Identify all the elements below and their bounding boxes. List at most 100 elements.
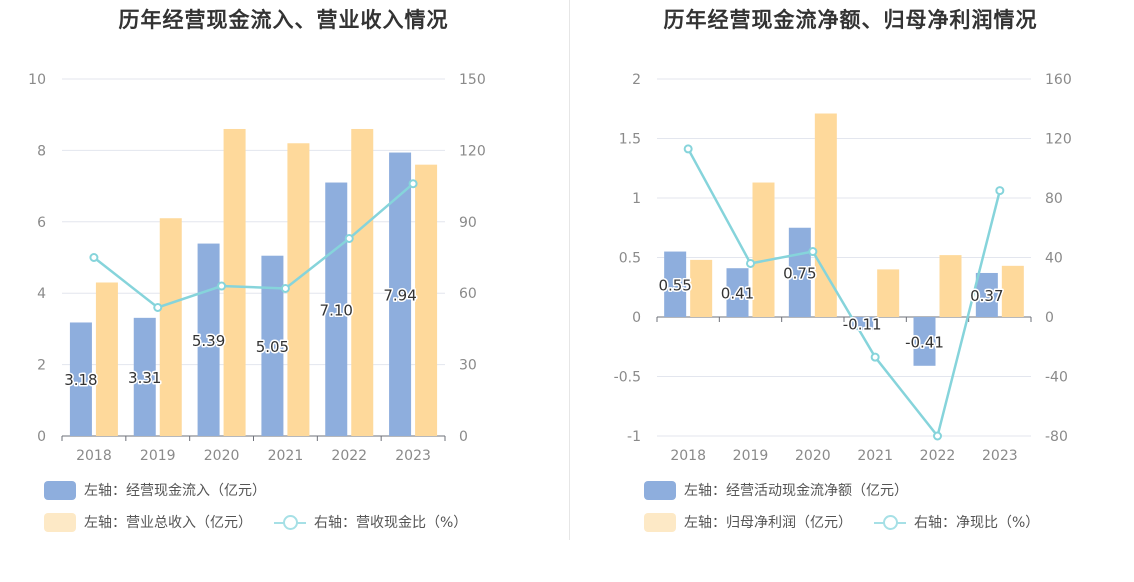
x-tick-label: 2023 [395, 448, 431, 464]
legend-swatch [44, 480, 76, 500]
chart-title: 历年经营现金流净额、归母净利润情况 [663, 8, 1038, 32]
bar-series-2-2023 [415, 164, 438, 436]
x-tick-label: 2023 [982, 448, 1018, 464]
y-right-tick-label: 80 [1045, 191, 1063, 207]
bar-series-2-2019 [752, 182, 775, 317]
legend-swatch [644, 480, 676, 500]
line-point-2019 [153, 302, 163, 312]
legend-row-2: 左轴：营业总收入（亿元） 右轴：营收现金比（%） [44, 512, 489, 532]
data-label-2020: 5.39 [192, 332, 225, 350]
legend-item-cash-inflow[interactable]: 左轴：经营现金流入（亿元） [44, 480, 266, 500]
line-point-2020 [808, 247, 818, 257]
bar-series-2-2019 [159, 218, 182, 436]
data-label-2022: -0.41 [905, 333, 944, 351]
data-label-2021: 5.05 [256, 338, 289, 356]
chart-plot: -1 -0.5 0 0.5 1 1.5 2 -80 -40 0 40 80 120 160 2018 2019… [614, 72, 1072, 464]
line-point-2018 [89, 253, 99, 262]
legend-item-net-operating-cashflow[interactable]: 左轴：经营活动现金流净额（亿元） [644, 480, 908, 500]
bar-series-2-2021 [287, 143, 310, 436]
bar-series-2-2022 [939, 255, 962, 317]
y-right-tick-label: 90 [459, 215, 477, 231]
bar-series-1-2020 [788, 227, 811, 317]
x-tick-label: 2019 [140, 448, 176, 464]
y-left-tick-label: 4 [37, 286, 46, 302]
bar-series-2-2023 [1001, 265, 1024, 317]
line-point-2020 [217, 281, 227, 291]
y-left-tick-label: 2 [632, 72, 641, 88]
legend-item-net-profit[interactable]: 左轴：归母净利润（亿元） [644, 512, 852, 532]
legend-row-2: 左轴：归母净利润（亿元） 右轴：净现比（%） [644, 512, 1061, 532]
line-point-2022 [933, 431, 942, 441]
legend-label: 左轴：营业总收入（亿元） [84, 515, 252, 531]
bar-series-1-2019 [726, 268, 749, 317]
legend-label: 左轴：归母净利润（亿元） [684, 515, 852, 531]
data-label-2021: -0.11 [843, 316, 882, 334]
x-tick-label: 2021 [268, 448, 304, 464]
data-label-2018: 3.18 [64, 371, 97, 389]
x-tick-label: 2020 [204, 448, 240, 464]
x-tick-label: 2019 [733, 448, 769, 464]
y-left-tick-label: 1 [632, 191, 641, 207]
line-series-ratio [687, 148, 1002, 439]
y-left-tick-label: 1.5 [619, 132, 641, 148]
line-point-2023 [408, 179, 418, 189]
data-label-2022: 7.10 [320, 301, 353, 319]
y-right-tick-label: 150 [459, 72, 486, 88]
line-point-2022 [344, 233, 354, 243]
legend-line-marker [874, 513, 906, 532]
bar-series-1-2018 [69, 322, 92, 436]
y-right-tick-label: 30 [459, 358, 477, 374]
legend-row-1: 左轴：经营活动现金流净额（亿元） [644, 480, 930, 500]
y-left-tick-label: 0 [37, 429, 46, 445]
x-tick-label: 2022 [331, 448, 367, 464]
legend-item-revenue-cash-ratio[interactable]: 右轴：营收现金比（%） [274, 512, 467, 532]
line-point-2023 [995, 186, 1005, 196]
bar-series-2-2022 [351, 128, 374, 437]
chart-panel-net-cashflow-profit: 历年经营现金流净额、归母净利润情况 -1 -0.5 0 0.5 1 1.5 2 -80 -40 0… [567, 0, 1134, 582]
y-right-tick-label: 160 [1045, 72, 1072, 88]
bar-series-2-2018 [690, 259, 713, 317]
y-right-tick-label: -40 [1045, 370, 1068, 386]
bar-series-1-2022 [913, 317, 936, 366]
y-right-tick-label: 0 [459, 429, 468, 445]
panel-divider [569, 0, 570, 540]
line-point-2021 [280, 283, 290, 293]
legend-label: 左轴：经营活动现金流净额（亿元） [684, 483, 908, 499]
line-point-2019 [746, 258, 755, 268]
y-right-tick-label: 120 [459, 143, 486, 159]
y-right-tick-label: -80 [1045, 429, 1068, 445]
y-right-tick-label: 0 [1045, 310, 1054, 326]
y-left-tick-label: 2 [37, 358, 46, 374]
y-left-tick-label: 10 [28, 72, 46, 88]
bar-series-1-2018 [664, 251, 687, 317]
legend-item-net-cash-ratio[interactable]: 右轴：净现比（%） [874, 512, 1039, 532]
x-tick-label: 2022 [920, 448, 956, 464]
line-point-2018 [683, 144, 693, 154]
legend-item-total-revenue[interactable]: 左轴：营业总收入（亿元） [44, 512, 252, 532]
data-label-2023: 0.37 [970, 287, 1003, 305]
x-tick-label: 2021 [857, 448, 893, 464]
bar-series-2-2018 [95, 282, 118, 436]
x-tick-label: 2020 [795, 448, 831, 464]
legend-row-1: 左轴：经营现金流入（亿元） [44, 480, 288, 500]
legend-label: 右轴：营收现金比（%） [314, 515, 468, 531]
legend-line-marker [274, 513, 306, 532]
x-tick-label: 2018 [670, 448, 706, 464]
y-right-tick-label: 60 [459, 286, 477, 302]
y-right-tick-label: 40 [1045, 251, 1063, 267]
data-label-2018: 0.55 [658, 276, 691, 294]
legend-swatch [44, 512, 76, 532]
legend-swatch [644, 512, 676, 532]
bar-series-1-2023 [975, 272, 998, 317]
y-left-tick-label: 8 [37, 143, 46, 159]
data-label-2023: 7.94 [383, 286, 416, 304]
bar-series-1-2021 [261, 255, 284, 436]
line-point-2021 [870, 352, 880, 362]
y-left-tick-label: -0.5 [614, 370, 641, 386]
x-tick-label: 2018 [76, 448, 112, 464]
chart-plot: 0 2 4 6 8 10 0 30 60 90 120 150 2018 2019 2020 2021 2022… [28, 72, 486, 464]
chart-title: 历年经营现金流入、营业收入情况 [118, 8, 449, 32]
data-label-2020: 0.75 [783, 264, 816, 282]
bar-series-2-2021 [877, 269, 900, 317]
